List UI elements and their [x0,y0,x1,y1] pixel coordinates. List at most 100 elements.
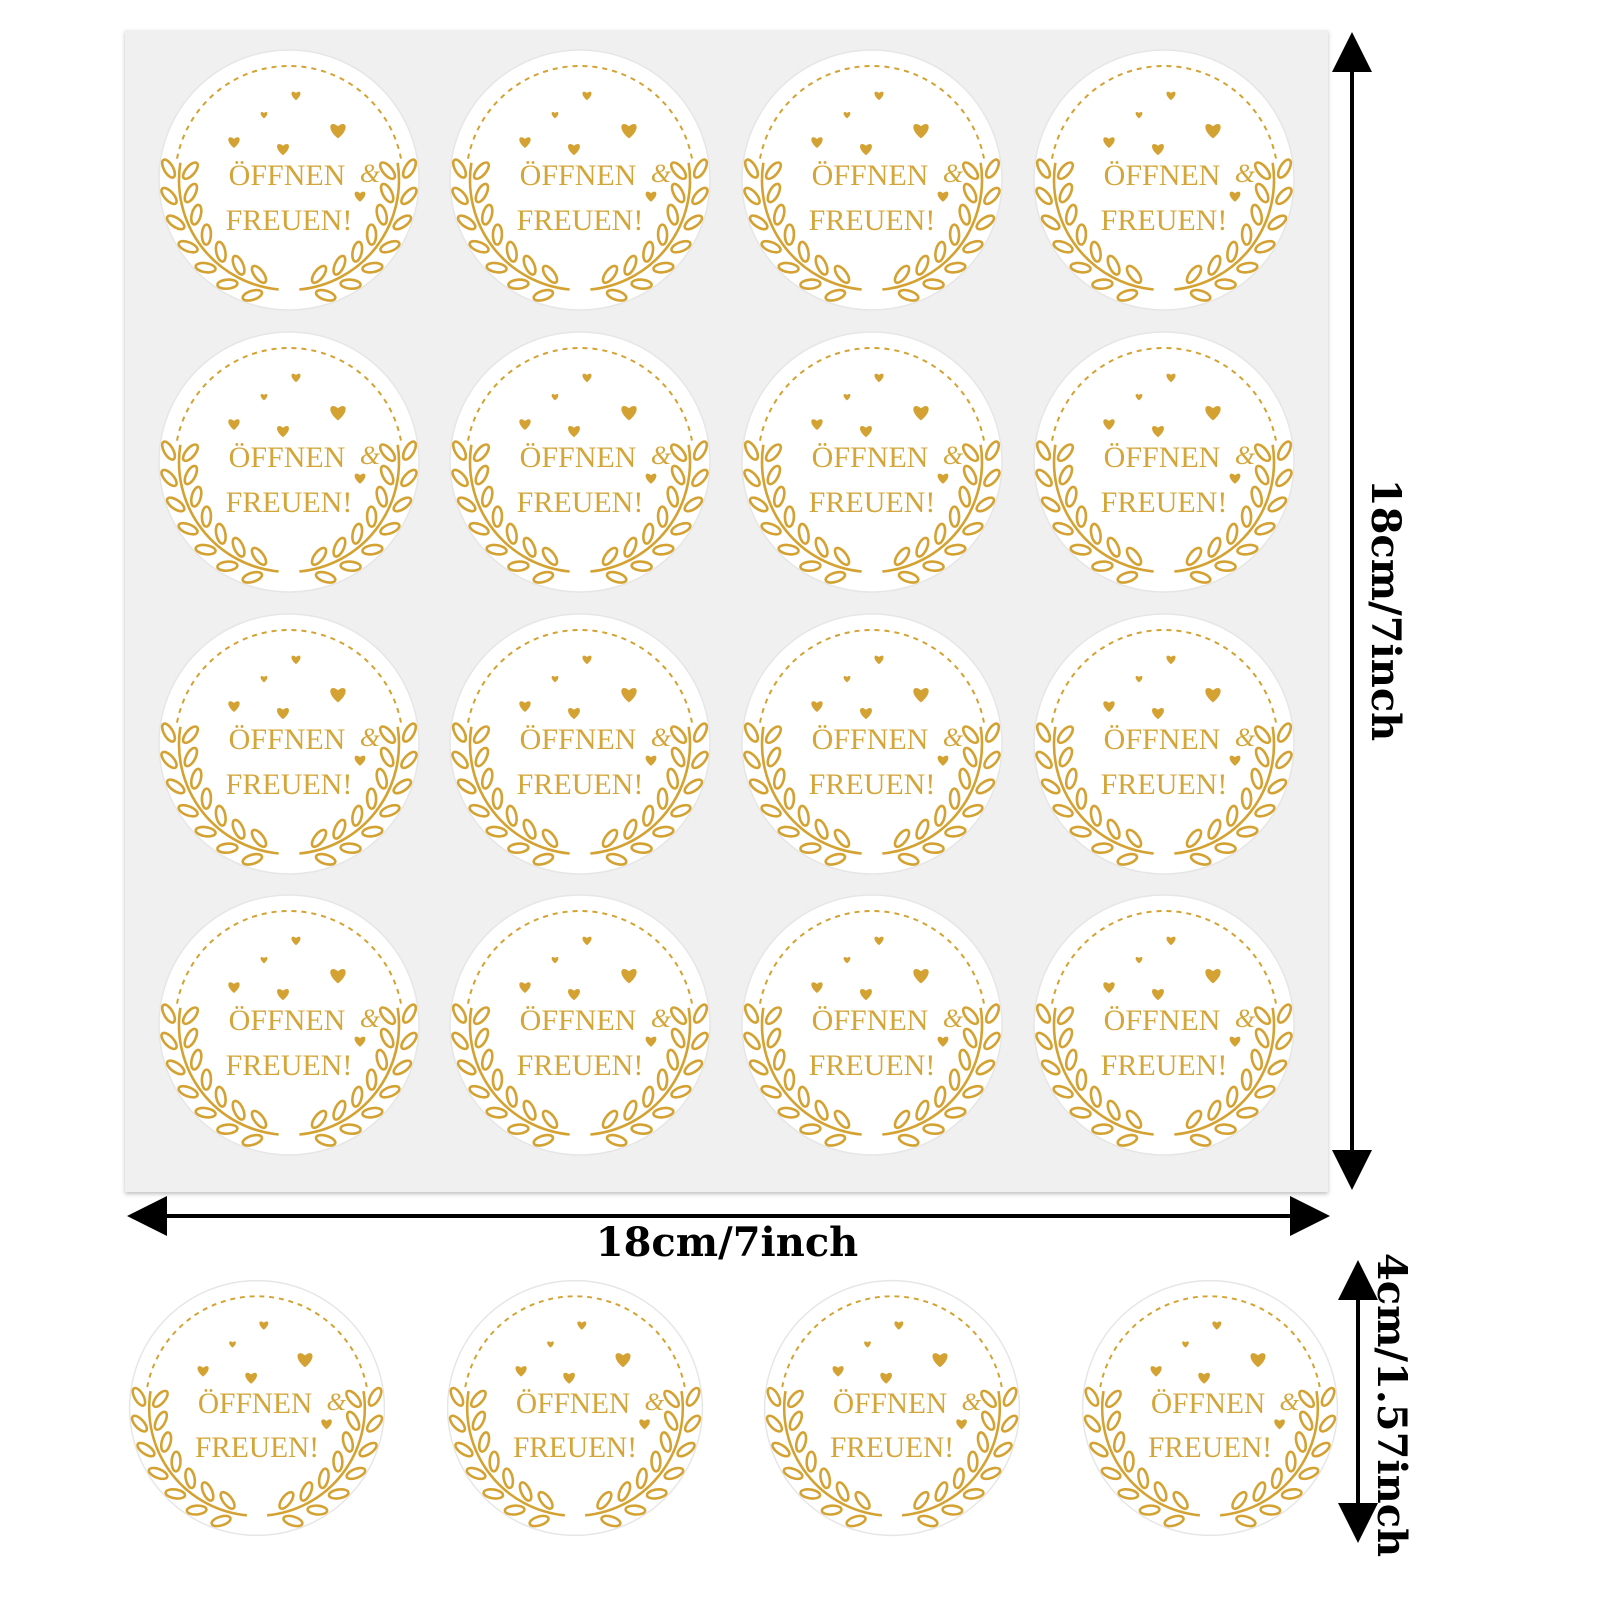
laurel-wreath [1035,158,1293,302]
heart-icon [1135,111,1143,119]
sticker: ÖFFNEN &FREUEN! [449,894,711,1156]
laurel-wreath [451,440,709,584]
heart-icon [913,405,929,421]
heart-icon [228,701,240,712]
heart-icon [1152,143,1164,156]
heart-icon [291,373,301,383]
sticker-text-line2: FREUEN! [830,1432,954,1464]
heart-icon [563,1372,575,1384]
sticker-ampersand: & [360,441,381,470]
sticker-text-line2: FREUEN! [1148,1432,1272,1464]
heart-icon [843,111,851,119]
sticker-text-line2: FREUEN! [809,204,936,237]
sticker-text-line1: ÖFFNEN [520,159,637,192]
laurel-wreath [743,440,1001,584]
sticker-ampersand: & [360,723,381,752]
heart-icon [330,687,346,703]
sticker-ampersand: & [651,159,672,188]
heart-icon [291,936,301,946]
heart-icon [621,123,637,139]
sticker-text-line2: FREUEN! [517,768,644,801]
heart-icon [1229,1036,1241,1047]
sticker-text-line1: ÖFFNEN [229,1004,346,1037]
heart-icon [519,701,531,712]
sticker-text-line2: FREUEN! [809,768,936,801]
sticker-ampersand: & [1235,1004,1256,1033]
heart-icon [260,393,268,401]
heart-icon [519,419,531,430]
heart-icon [811,701,823,712]
laurel-wreath [1035,440,1293,584]
sticker-text-line2: FREUEN! [517,486,644,519]
heart-icon [551,956,559,964]
stickers-group: ÖFFNEN &FREUEN!ÖFFNEN &FREUEN!ÖFFNEN &FREUE… [128,49,1339,1537]
heart-icon [1205,405,1221,421]
heart-icon [1152,707,1164,720]
heart-icon [864,1341,871,1348]
sticker: ÖFFNEN &FREUEN! [741,894,1003,1156]
heart-icon [1212,1321,1222,1330]
heart-icon [259,1321,269,1330]
heart-icon [645,755,657,766]
heart-icon [1274,1419,1285,1430]
heart-icon [860,988,872,1001]
sticker-ampersand: & [360,1004,381,1033]
laurel-wreath [743,1003,1001,1147]
heart-icon [229,1341,236,1348]
sticker-ampersand: & [943,441,964,470]
heart-icon [568,707,580,720]
laurel-wreath [743,722,1001,866]
laurel-wreath [743,158,1001,302]
heart-icon [1103,419,1115,430]
sticker-text-line2: FREUEN! [195,1432,319,1464]
heart-icon [1166,936,1176,946]
sticker: ÖFFNEN &FREUEN! [158,613,420,875]
sticker-text-line2: FREUEN! [226,486,353,519]
sticker: ÖFFNEN &FREUEN! [158,894,420,1156]
sticker-ampersand: & [651,1004,672,1033]
heart-icon [277,707,289,720]
heart-icon [1103,701,1115,712]
heart-icon [913,123,929,139]
sticker-ampersand: & [651,441,672,470]
laurel-wreath [1083,1386,1337,1528]
sticker-text-line2: FREUEN! [809,1049,936,1082]
sticker-text-line1: ÖFFNEN [812,159,929,192]
sticker-text-line1: ÖFFNEN [520,1004,637,1037]
sticker-ampersand: & [961,1387,981,1416]
sticker-text-line2: FREUEN! [1101,486,1228,519]
heart-icon [1135,393,1143,401]
sticker: ÖFFNEN &FREUEN! [449,49,711,311]
heart-icon [519,982,531,993]
heart-icon [330,968,346,984]
sticker: ÖFFNEN &FREUEN! [158,49,420,311]
heart-icon [621,405,637,421]
heart-icon [1229,473,1241,484]
sticker-text-line2: FREUEN! [1101,204,1228,237]
sticker-ampersand: & [1235,723,1256,752]
heart-icon [1250,1353,1266,1368]
laurel-wreath [451,722,709,866]
sticker-text-line2: FREUEN! [1101,1049,1228,1082]
heart-icon [1205,123,1221,139]
heart-icon [197,1366,209,1377]
sticker-text-line2: FREUEN! [1101,768,1228,801]
heart-icon [1166,91,1176,101]
sticker-text-line1: ÖFFNEN [520,441,637,474]
heart-icon [645,473,657,484]
heart-icon [297,1353,313,1368]
heart-icon [615,1353,631,1368]
heart-icon [956,1419,967,1430]
heart-icon [321,1419,332,1430]
heart-icon [291,91,301,101]
laurel-wreath [160,440,418,584]
sticker-text-line1: ÖFFNEN [198,1388,312,1420]
heart-icon [860,143,872,156]
laurel-wreath [160,158,418,302]
sticker-ampersand: & [943,159,964,188]
heart-icon [568,425,580,438]
heart-icon [1229,191,1241,202]
laurel-wreath [451,158,709,302]
heart-icon [277,425,289,438]
